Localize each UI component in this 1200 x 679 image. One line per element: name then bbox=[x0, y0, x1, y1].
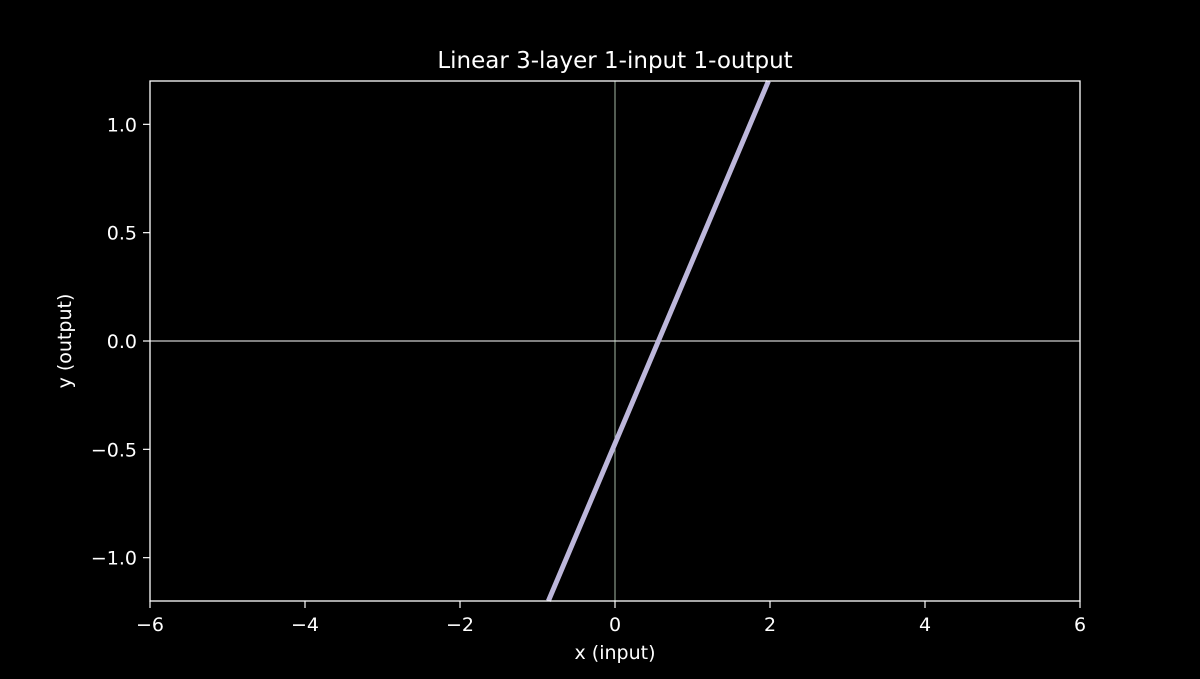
series-line-1 bbox=[546, 80, 771, 602]
y-axis-ticks: −1.0 −0.5 0.0 0.5 1.0 bbox=[91, 114, 150, 570]
x-tick-label: 2 bbox=[764, 614, 776, 636]
y-tick-label: −1.0 bbox=[91, 548, 137, 570]
y-tick-label: −0.5 bbox=[91, 439, 137, 461]
x-tick-label: 0 bbox=[609, 614, 621, 636]
x-axis-ticks: −6 −4 −2 0 2 4 6 bbox=[136, 601, 1086, 636]
x-tick-label: −2 bbox=[446, 614, 474, 636]
x-tick-label: 4 bbox=[919, 614, 931, 636]
reference-lines bbox=[150, 81, 1080, 601]
y-tick-label: 0.0 bbox=[107, 331, 137, 353]
chart-title: Linear 3-layer 1-input 1-output bbox=[437, 48, 792, 74]
series-layer bbox=[546, 80, 771, 602]
x-tick-label: 6 bbox=[1074, 614, 1086, 636]
x-axis-label: x (input) bbox=[575, 642, 656, 664]
y-axis-label: y (output) bbox=[54, 294, 76, 389]
x-tick-label: −6 bbox=[136, 614, 164, 636]
x-tick-label: −4 bbox=[291, 614, 319, 636]
y-tick-label: 0.5 bbox=[107, 223, 137, 245]
y-tick-label: 1.0 bbox=[107, 114, 137, 136]
